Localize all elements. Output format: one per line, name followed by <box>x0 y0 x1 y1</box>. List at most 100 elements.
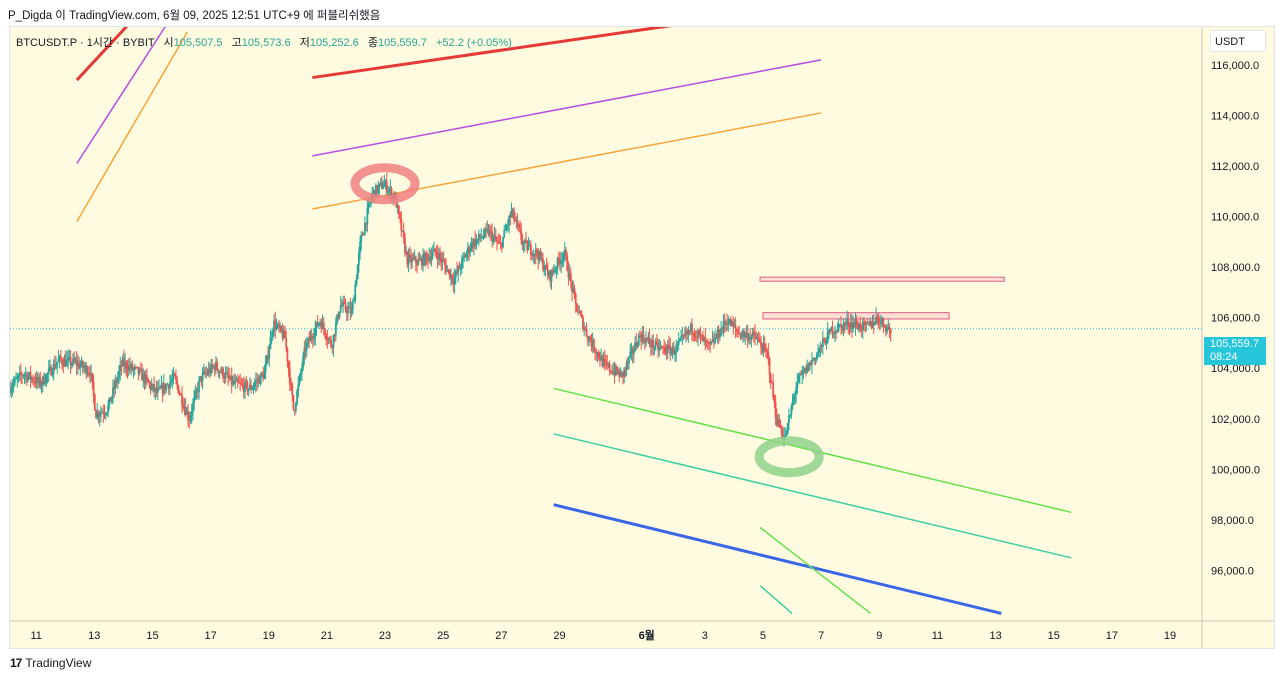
candle-body <box>665 352 668 354</box>
candle-body <box>573 288 576 295</box>
candle-body <box>795 387 798 394</box>
candle-body <box>872 321 875 326</box>
candle-body <box>213 366 216 371</box>
candle-body <box>336 314 338 324</box>
candle-body <box>427 255 429 261</box>
candle-body <box>212 366 215 368</box>
candle-body <box>509 216 512 218</box>
candle-body <box>231 380 234 385</box>
candle-body <box>308 338 311 342</box>
candle-body <box>108 397 111 406</box>
candle-body <box>498 242 501 244</box>
candle-body <box>155 388 158 393</box>
candle-body <box>115 380 118 383</box>
candle-body <box>152 384 154 386</box>
candle-body <box>711 339 714 342</box>
candle-body <box>114 380 117 389</box>
candle-body <box>246 382 249 392</box>
candle-body <box>178 393 181 395</box>
candle-body <box>647 337 650 340</box>
candle-body <box>655 341 658 344</box>
candle-body <box>286 347 289 362</box>
candle-body <box>223 378 226 380</box>
candle-body <box>122 358 125 366</box>
candle-body <box>592 339 595 351</box>
candle-body <box>582 317 584 330</box>
candle-body <box>219 371 222 373</box>
candle-body <box>242 384 245 393</box>
candle-body <box>303 347 306 356</box>
candle-body <box>63 359 66 367</box>
candle-body <box>804 368 807 373</box>
candle-body <box>622 372 624 377</box>
candle-body <box>715 337 718 339</box>
candle-body <box>812 359 815 361</box>
candle-body <box>161 384 164 394</box>
candle-body <box>463 256 466 258</box>
candle-body <box>74 360 77 362</box>
trend-line-9 <box>553 503 1002 615</box>
candle-body <box>298 375 301 384</box>
candle-body <box>681 335 684 337</box>
candle-body <box>419 258 422 260</box>
candle-body <box>676 344 679 346</box>
candle-body <box>678 339 681 342</box>
candle-body <box>388 190 391 192</box>
candle-body <box>596 352 599 355</box>
candle-body <box>41 376 44 385</box>
x-tick-label: 25 <box>437 630 449 642</box>
candle-body <box>287 361 290 370</box>
candle-body <box>380 182 383 189</box>
candle-body <box>485 228 487 230</box>
candle-body <box>619 371 622 377</box>
candle-body <box>462 257 464 259</box>
candle-body <box>748 337 750 341</box>
candle-body <box>693 333 696 337</box>
currency-unit-button[interactable]: USDT <box>1210 30 1266 52</box>
candle-body <box>318 323 320 326</box>
candle-body <box>511 208 514 211</box>
candle-body <box>481 237 484 239</box>
candle-body <box>143 373 146 384</box>
candle-body <box>735 328 738 332</box>
candle-body <box>273 320 275 331</box>
candle-body <box>677 341 680 345</box>
candle-body <box>322 322 325 330</box>
candle-body <box>271 330 274 337</box>
candle-body <box>250 385 252 390</box>
candle-body <box>691 324 693 333</box>
candle-body <box>680 336 683 340</box>
candle-body <box>763 343 766 348</box>
candle-body <box>827 329 830 332</box>
candle-body <box>64 359 67 367</box>
candle-body <box>423 254 426 265</box>
candle-body <box>557 257 560 261</box>
candle-body <box>238 382 240 384</box>
candle-body <box>324 329 326 336</box>
candle-body <box>712 339 715 343</box>
candle-body <box>160 384 163 389</box>
candle-body <box>830 327 833 332</box>
candle-body <box>624 368 627 370</box>
candle-body <box>311 338 314 340</box>
candle-body <box>743 331 745 338</box>
candle-body <box>734 325 737 329</box>
candle-body <box>737 331 739 334</box>
candle-body <box>400 218 403 231</box>
candle-body <box>245 381 248 383</box>
candle-body <box>744 334 747 338</box>
candle-body <box>769 374 772 383</box>
candle-body <box>531 254 534 257</box>
candle-body <box>802 371 805 373</box>
candle-body <box>27 375 30 381</box>
candle-body <box>808 362 811 371</box>
candle-body <box>233 380 236 384</box>
close-label: 종 <box>367 37 378 49</box>
candle-body <box>741 331 744 336</box>
candle-body <box>608 363 611 371</box>
footer-branding[interactable]: 17 TradingView <box>10 656 91 670</box>
candle-body <box>291 384 294 396</box>
candle-body <box>373 190 376 198</box>
candle-body <box>202 371 205 374</box>
